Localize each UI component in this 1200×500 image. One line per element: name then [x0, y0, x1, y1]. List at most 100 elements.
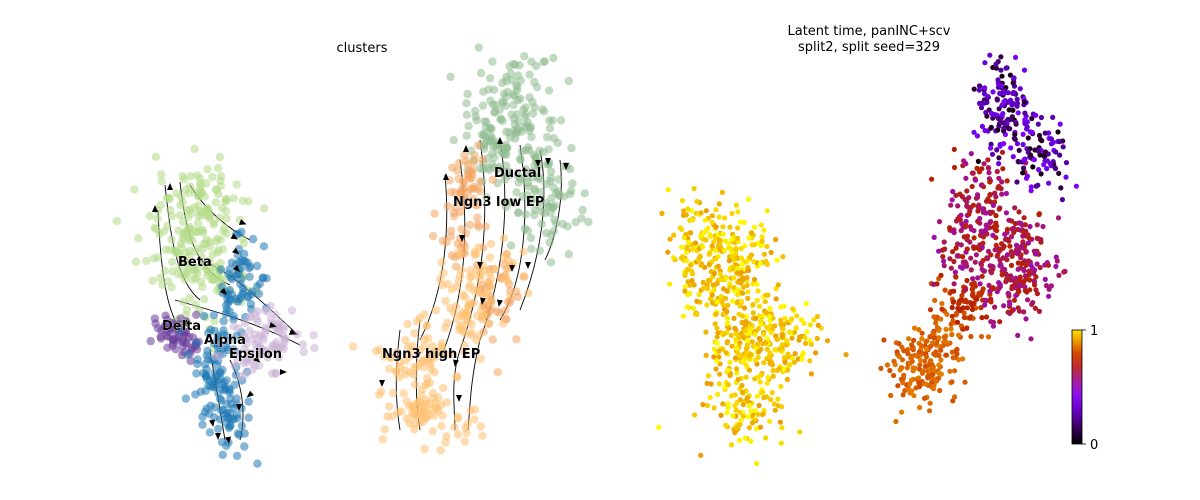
latent-time-point [748, 438, 754, 444]
point-alpha [192, 369, 201, 378]
latent-time-point [1007, 301, 1013, 307]
point-alpha [176, 325, 185, 335]
velocity-arrow [379, 380, 385, 387]
latent-time-point [691, 282, 697, 288]
latent-time-point [782, 315, 788, 321]
latent-time-point [736, 437, 743, 443]
latent-time-point [987, 225, 993, 231]
latent-time-point [782, 359, 788, 366]
point-beta [157, 177, 166, 186]
point-epsilon [251, 340, 260, 349]
latent-time-point [980, 286, 986, 292]
point-ngn3-high-ep [452, 314, 462, 324]
latent-time-point [764, 208, 770, 214]
latent-time-point [1046, 180, 1052, 186]
point-beta [191, 300, 200, 309]
point-epsilon [279, 325, 288, 334]
point-ductal [514, 208, 523, 217]
latent-time-point [705, 277, 712, 283]
point-ngn3-high-ep [458, 326, 467, 335]
latent-time-point [929, 176, 935, 182]
latent-time-point [769, 362, 776, 368]
latent-time-point [986, 165, 992, 171]
latent-time-point [927, 334, 933, 340]
latent-time-point [969, 302, 975, 308]
point-ngn3-low-ep [463, 160, 472, 169]
latent-time-point [1009, 114, 1015, 120]
latent-time-point [919, 336, 925, 342]
point-ngn3-high-ep [485, 253, 495, 262]
latent-time-point [941, 263, 947, 269]
latent-time-point [720, 231, 726, 237]
latent-time-point [929, 366, 935, 372]
point-ngn3-high-ep [411, 380, 420, 389]
point-ngn3-high-ep [442, 432, 451, 441]
latent-time-point [989, 209, 996, 215]
latent-time-point [679, 244, 685, 250]
latent-time-point [1031, 282, 1038, 288]
point-ngn3-high-ep [412, 317, 422, 326]
point-ngn3-high-ep [476, 270, 485, 280]
point-ductal [479, 165, 488, 174]
latent-time-point [667, 281, 673, 287]
point-alpha [232, 451, 242, 461]
latent-time-point [737, 397, 744, 403]
latent-time-point [741, 334, 747, 341]
point-ductal [565, 190, 574, 199]
latent-time-point [709, 292, 715, 298]
latent-time-point [746, 425, 753, 431]
point-beta [211, 198, 221, 207]
latent-time-point [939, 306, 945, 312]
latent-time-point [753, 460, 760, 467]
point-ngn3-high-ep [396, 362, 405, 372]
latent-time-point [1030, 164, 1036, 170]
latent-time-point [1001, 99, 1007, 105]
latent-time-point [927, 400, 933, 406]
latent-time-point [996, 116, 1002, 122]
latent-time-point [727, 224, 733, 230]
point-ngn3-high-ep [467, 320, 476, 329]
latent-time-point [974, 194, 981, 200]
point-ductal [449, 136, 458, 145]
point-ductal [564, 250, 573, 259]
latent-time-point [1054, 258, 1060, 264]
latent-time-point [727, 371, 734, 377]
latent-time-point [978, 333, 985, 340]
latent-time-point [1028, 336, 1034, 342]
latent-time-point [907, 381, 913, 387]
point-beta [180, 175, 189, 184]
latent-time-point [714, 358, 720, 364]
point-ngn3-high-ep [458, 290, 468, 300]
latent-time-point [751, 259, 757, 265]
latent-time-point [710, 282, 716, 288]
point-beta [161, 245, 170, 254]
point-ductal [523, 178, 533, 188]
latent-time-point [1013, 242, 1020, 248]
latent-time-point [738, 246, 744, 252]
point-ngn3-high-ep [413, 399, 422, 408]
latent-time-point [694, 298, 700, 304]
latent-time-point [1027, 277, 1033, 283]
latent-time-point [986, 170, 992, 176]
latent-time-point [814, 313, 821, 320]
latent-time-point [732, 355, 739, 361]
point-epsilon [287, 306, 297, 315]
point-beta [215, 152, 224, 162]
latent-time-point [923, 346, 930, 352]
point-ductal [488, 57, 497, 66]
velocity-arrow [246, 390, 254, 398]
latent-time-point [896, 341, 902, 347]
point-ductal [531, 153, 541, 162]
latent-time-point [1014, 249, 1020, 256]
velocity-arrow [225, 436, 231, 444]
point-beta [185, 294, 194, 303]
point-ductal [482, 193, 491, 202]
latent-time-point [911, 337, 917, 343]
latent-time-point [1015, 266, 1021, 272]
point-ngn3-low-ep [471, 200, 480, 209]
point-beta [156, 273, 165, 283]
latent-time-point [703, 208, 709, 214]
point-ductal [514, 95, 523, 105]
latent-time-point [763, 324, 770, 330]
point-ductal [521, 165, 531, 174]
